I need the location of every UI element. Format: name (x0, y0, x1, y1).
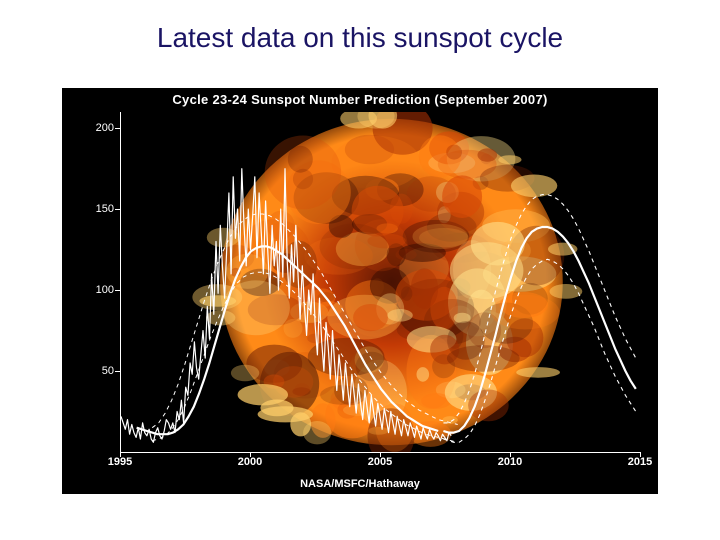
x-tick-mark (640, 452, 641, 457)
y-tick-label: 150 (62, 203, 114, 215)
x-tick-mark (510, 452, 511, 457)
chart-lines (121, 112, 641, 452)
prediction-center-line (443, 227, 635, 433)
x-tick-label: 1995 (108, 456, 132, 468)
x-tick-label: 2005 (368, 456, 392, 468)
cycle23-lower-band (152, 272, 458, 442)
y-tick-label: 200 (62, 122, 114, 134)
x-tick-label: 2015 (628, 456, 652, 468)
x-tick-mark (380, 452, 381, 457)
slide-heading: Latest data on this sunspot cycle (0, 22, 720, 54)
slide: Latest data on this sunspot cycle Cycle … (0, 0, 720, 540)
y-tick-label: 100 (62, 284, 114, 296)
prediction-lower-band (443, 259, 635, 442)
x-tick-mark (250, 452, 251, 457)
chart-credit: NASA/MSFC/Hathaway (62, 478, 658, 490)
monthly-observed-line (121, 169, 451, 443)
y-tick-label: 50 (62, 365, 114, 377)
chart-title: Cycle 23-24 Sunspot Number Prediction (S… (62, 92, 658, 107)
plot-area (120, 112, 641, 453)
x-tick-label: 2010 (498, 456, 522, 468)
x-tick-mark (120, 452, 121, 457)
sunspot-chart: Cycle 23-24 Sunspot Number Prediction (S… (62, 88, 658, 494)
x-tick-label: 2000 (238, 456, 262, 468)
